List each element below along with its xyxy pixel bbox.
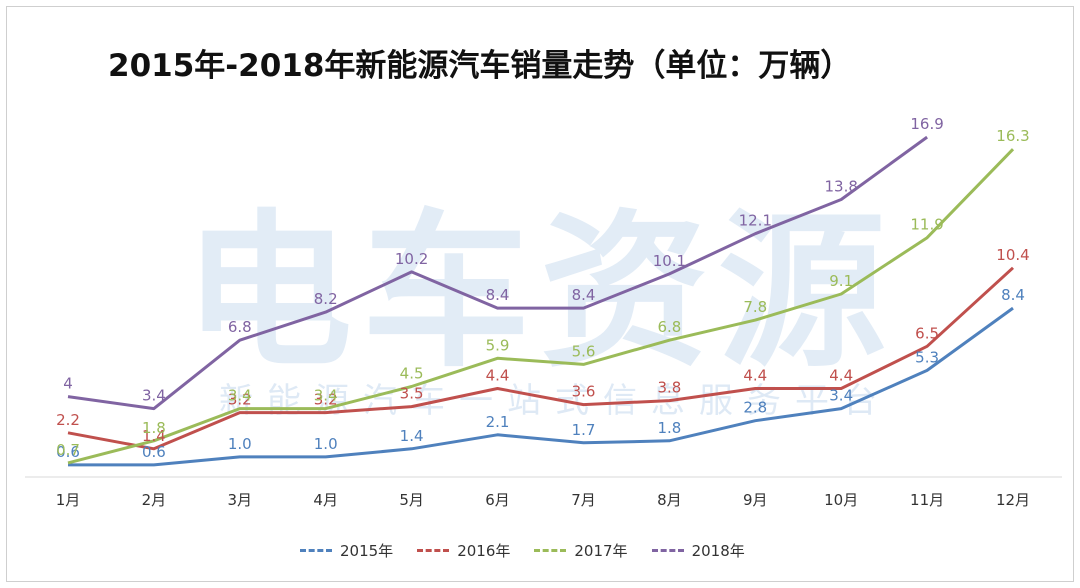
legend-label: 2018年 [691,542,745,560]
data-label: 11.9 [910,216,943,234]
data-label: 4.4 [829,367,853,385]
data-label: 1.0 [314,435,338,453]
data-label: 8.4 [572,286,596,304]
data-label: 3.4 [142,387,166,405]
data-label: 6.8 [228,318,252,336]
data-label: 2.8 [743,399,767,417]
x-tick-label: 6月 [485,491,510,509]
legend-item: 2017年 [534,540,628,561]
data-label: 8.4 [1001,286,1025,304]
data-label: 8.2 [314,290,338,308]
data-label: 1.8 [142,419,166,437]
legend-swatch [651,549,684,552]
data-label: 0.6 [56,443,80,461]
data-label: 16.9 [910,115,943,133]
data-label: 4.4 [486,367,510,385]
data-label-layer: 0.6 0.6 1.0 1.0 1.4 2.1 1.7 1.8 2.8 3.4 5.3 8.4 2.2 1… [56,115,1030,461]
legend: 2015年 2016年 2017年 2018年 [300,540,745,561]
legend-label: 2016年 [457,542,511,560]
chart-title: 2015年-2018年新能源汽车销量走势（单位：万辆） [108,48,852,84]
series-line-2015年 [68,306,1014,467]
legend-item: 2015年 [300,540,393,561]
data-label: 1.7 [572,421,596,439]
data-label: 3.6 [572,383,596,401]
x-tick-label: 5月 [399,491,424,509]
data-label: 4 [63,375,73,393]
data-label: 5.3 [915,348,939,366]
data-label: 10.2 [395,250,428,268]
data-label: 5.9 [486,336,510,354]
x-tick-label: 1月 [56,491,81,509]
series-line-2017年 [67,148,1015,465]
data-label: 9.1 [829,272,853,290]
legend-item: 2018年 [651,540,745,561]
data-label: 0.7 [56,441,80,459]
data-label: 3.4 [829,387,853,405]
x-tick-label: 9月 [743,491,768,509]
legend-label: 2015年 [340,542,394,560]
data-label: 1.4 [142,427,166,445]
data-label: 6.8 [657,318,681,336]
data-label: 3.5 [400,385,424,403]
data-label: 1.8 [657,419,681,437]
x-tick-layer: 1月 2月 3月 4月 5月 6月 7月 8月 9月 10月 11月 12月 [56,491,1030,509]
data-label: 3.2 [228,391,252,409]
x-tick-label: 11月 [910,491,944,509]
data-label: 2.1 [486,413,510,431]
x-tick-label: 8月 [657,491,682,509]
series-line-2018年 [67,135,928,411]
data-label: 4.5 [400,365,424,383]
data-label: 1.0 [228,435,252,453]
data-label: 3.2 [314,391,338,409]
series-line-2016年 [67,266,1015,451]
data-label: 12.1 [739,212,772,230]
legend-label: 2017年 [574,542,628,560]
series-layer [67,135,1015,467]
data-label: 4.4 [743,367,767,385]
data-label: 3.4 [314,387,338,405]
data-label: 7.8 [743,298,767,316]
data-label: 2.2 [56,411,80,429]
legend-swatch [417,549,450,552]
x-tick-label: 4月 [313,491,338,509]
data-label: 8.4 [486,286,510,304]
x-tick-label: 10月 [824,491,858,509]
data-label: 16.3 [996,127,1029,145]
legend-swatch [300,549,332,552]
chart-frame [6,6,1074,582]
data-label: 3.4 [228,387,252,405]
data-label: 3.8 [657,379,681,397]
legend-swatch [534,549,567,552]
x-tick-label: 7月 [571,491,596,509]
x-tick-label: 12月 [996,491,1030,509]
data-label: 10.4 [996,246,1029,264]
data-label: 1.4 [400,427,424,445]
data-label: 5.6 [572,342,596,360]
x-tick-label: 3月 [228,491,253,509]
legend-item: 2016年 [417,540,510,561]
data-label: 10.1 [653,252,686,270]
data-label: 13.8 [824,178,857,196]
data-label: 0.6 [142,443,166,461]
data-label: 6.5 [915,324,939,342]
x-tick-label: 2月 [142,491,167,509]
